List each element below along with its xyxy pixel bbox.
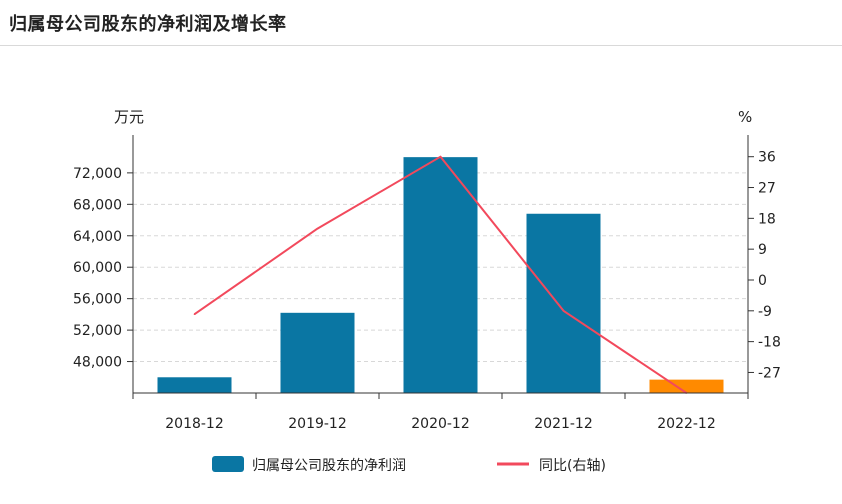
right-tick-label: 36 <box>758 150 776 166</box>
legend-line-label: 同比(右轴) <box>539 458 606 474</box>
bar-2019-12 <box>280 312 355 393</box>
bar-2021-12 <box>526 213 601 393</box>
left-tick-label: 56,000 <box>73 292 122 308</box>
x-tick-label: 2019-12 <box>288 416 347 432</box>
yoy-point-2019-12 <box>316 227 319 230</box>
bars-layer <box>157 157 724 393</box>
x-tick-label: 2020-12 <box>411 416 470 432</box>
left-tick-label: 48,000 <box>73 355 122 371</box>
chart-title: 归属母公司股东的净利润及增长率 <box>9 14 287 35</box>
legend-bar-label: 归属母公司股东的净利润 <box>252 457 406 474</box>
x-tick-label: 2021-12 <box>534 416 593 432</box>
yoy-point-2020-12 <box>439 155 442 158</box>
right-tick-label: 18 <box>758 211 776 227</box>
right-tick-label: 27 <box>758 181 776 197</box>
x-tick-label: 2018-12 <box>165 416 224 432</box>
chart-svg: 48,000 52,000 56,000 60,000 64,000 68,000 72,0… <box>73 108 781 474</box>
yoy-point-2018-12 <box>193 313 196 316</box>
bar-2018-12 <box>157 377 232 393</box>
right-tick-label: 0 <box>758 273 767 289</box>
legend-layer: 归属母公司股东的净利润 同比(右轴) <box>212 456 606 474</box>
left-tick-label: 64,000 <box>73 229 122 245</box>
x-tick-label: 2022-12 <box>657 416 716 432</box>
right-tick-label: -9 <box>758 304 772 320</box>
right-tick-label: -27 <box>758 365 781 381</box>
legend-bar-swatch <box>212 456 244 472</box>
left-axis-unit: 万元 <box>114 108 144 126</box>
right-axis-unit: % <box>738 108 752 126</box>
axes-layer: 48,000 52,000 56,000 60,000 64,000 68,000 72,0… <box>73 108 781 432</box>
left-tick-label: 60,000 <box>73 260 122 276</box>
left-tick-label: 52,000 <box>73 323 122 339</box>
left-tick-label: 72,000 <box>73 166 122 182</box>
chart-header: 归属母公司股东的净利润及增长率 <box>0 0 842 46</box>
grid-layer <box>133 172 748 363</box>
right-tick-label: -18 <box>758 335 781 351</box>
bar-2022-12 <box>649 379 724 393</box>
bar-2020-12 <box>403 157 478 393</box>
chart-panel: 48,000 52,000 56,000 60,000 64,000 68,000 72,0… <box>0 46 842 500</box>
right-tick-label: 9 <box>758 242 767 258</box>
left-tick-label: 68,000 <box>73 197 122 213</box>
yoy-point-2021-12 <box>562 310 565 312</box>
